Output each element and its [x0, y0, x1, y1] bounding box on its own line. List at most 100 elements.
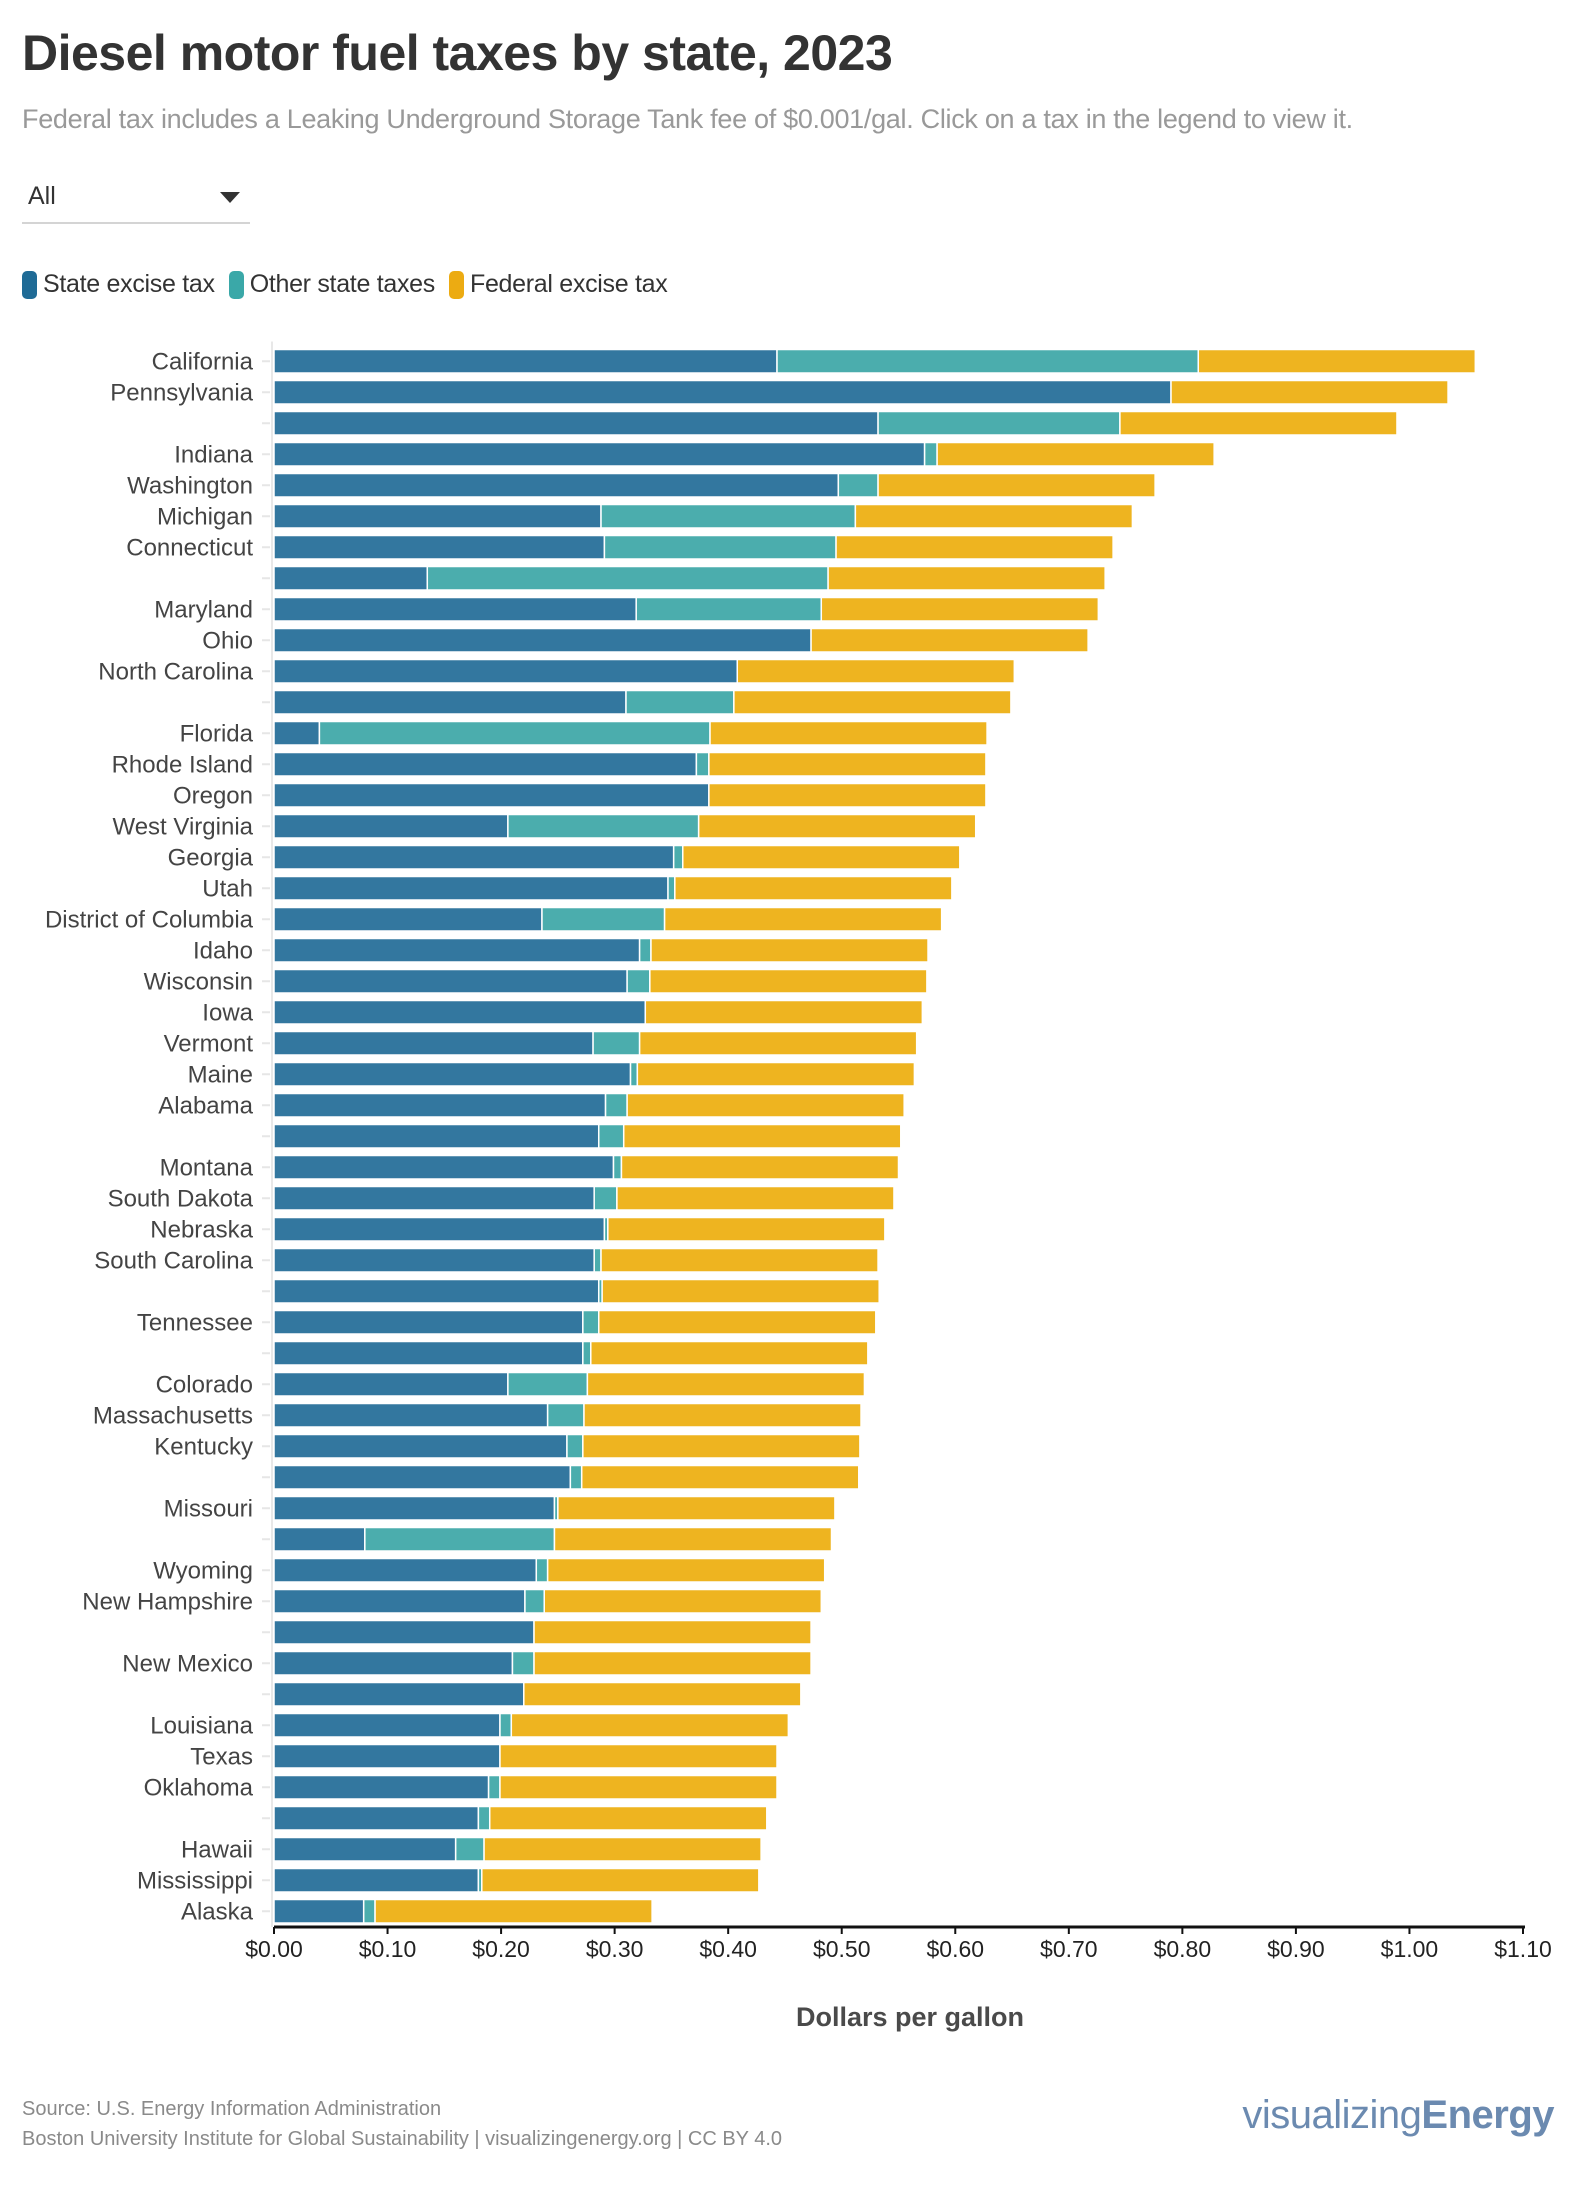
bar-segment-state-excise-tax	[273, 410, 879, 436]
bar-segment-federal-excise-tax	[586, 1371, 866, 1397]
x-tick-label: $0.30	[586, 1936, 644, 1962]
bar-segment-other-state-taxes	[837, 472, 879, 498]
stacked-bar-chart: California Pennsylvania Indiana Washington M…	[45, 341, 1552, 1962]
bar-segment-state-excise-tax	[273, 1371, 509, 1397]
bar-segment-federal-excise-tax	[546, 1557, 826, 1583]
bar-segment-other-state-taxes	[535, 1557, 549, 1583]
y-tick-label: Rhode Island	[112, 751, 253, 778]
y-tick-label: New Mexico	[122, 1650, 253, 1677]
bar-segment-federal-excise-tax	[601, 1278, 880, 1304]
bar-segment-other-state-taxes	[318, 720, 711, 746]
y-tick-label: Montana	[160, 1154, 254, 1181]
bar-segment-federal-excise-tax	[682, 844, 961, 870]
y-tick-label: Oregon	[173, 782, 253, 809]
y-tick-label: Connecticut	[126, 534, 253, 561]
x-tick-label: $0.10	[359, 1936, 417, 1962]
y-tick-label: Mississippi	[137, 1867, 253, 1894]
bar-segment-state-excise-tax	[273, 1867, 480, 1893]
y-tick-label: New Hampshire	[82, 1588, 253, 1615]
bar-segment-federal-excise-tax	[590, 1340, 869, 1366]
bar-segment-state-excise-tax	[273, 565, 429, 591]
bar-segment-other-state-taxes	[776, 348, 1200, 374]
y-tick-label: Idaho	[193, 937, 253, 964]
y-tick-label: Wisconsin	[144, 968, 253, 995]
bar-segment-federal-excise-tax	[854, 503, 1134, 529]
bar-segment-other-state-taxes	[499, 1712, 513, 1738]
bar-segment-state-excise-tax	[273, 1340, 584, 1366]
bar-segment-other-state-taxes	[507, 813, 700, 839]
x-tick-label: $0.70	[1040, 1936, 1098, 1962]
x-tick-label: $1.00	[1381, 1936, 1439, 1962]
y-tick-label: Washington	[127, 472, 253, 499]
bar-segment-other-state-taxes	[603, 534, 837, 560]
bar-segment-other-state-taxes	[600, 503, 857, 529]
bar-segment-other-state-taxes	[593, 1247, 602, 1273]
credit-note: Boston University Institute for Global S…	[22, 2128, 783, 2150]
legend-item-state-excise[interactable]: State excise tax	[22, 270, 215, 299]
bar-segment-state-excise-tax	[273, 875, 669, 901]
bar-segment-federal-excise-tax	[708, 751, 987, 777]
y-tick-label: California	[152, 348, 254, 375]
logo-light-text: visualizing	[1242, 2093, 1422, 2137]
y-tick-label: Nebraska	[150, 1216, 253, 1243]
y-tick-label: Michigan	[157, 503, 253, 530]
bar-segment-state-excise-tax	[273, 472, 840, 498]
bar-segment-state-excise-tax	[273, 1681, 525, 1707]
y-tick-label: Kentucky	[154, 1433, 253, 1460]
y-tick-label: Indiana	[174, 441, 253, 468]
bar-segment-state-excise-tax	[273, 906, 543, 932]
legend-item-federal-excise[interactable]: Federal excise tax	[448, 270, 668, 299]
y-tick-label: Oklahoma	[144, 1774, 254, 1801]
bar-segment-federal-excise-tax	[488, 1805, 768, 1831]
x-tick-label: $0.60	[926, 1936, 984, 1962]
y-tick-label: Louisiana	[150, 1712, 253, 1739]
legend-item-other-state[interactable]: Other state taxes	[228, 270, 435, 299]
x-tick-label: $0.80	[1154, 1936, 1212, 1962]
y-tick-label: Iowa	[202, 999, 253, 1026]
y-tick-label: Massachusetts	[93, 1402, 253, 1429]
bar-segment-federal-excise-tax	[644, 999, 924, 1025]
y-tick-label: Georgia	[168, 844, 254, 871]
bar-segment-federal-excise-tax	[936, 441, 1215, 467]
other-state-swatch-icon	[228, 270, 244, 299]
bar-segment-state-excise-tax	[273, 1557, 538, 1583]
bar-segment-state-excise-tax	[273, 534, 606, 560]
bar-segment-federal-excise-tax	[533, 1650, 812, 1676]
bar-segment-state-excise-tax	[273, 1433, 568, 1459]
visualizing-energy-logo: visualizingEnergy	[1242, 2093, 1554, 2138]
x-tick-label: $0.40	[699, 1936, 757, 1962]
bar-segment-federal-excise-tax	[697, 813, 977, 839]
bar-segment-federal-excise-tax	[736, 658, 1016, 684]
bar-segment-state-excise-tax	[273, 1805, 480, 1831]
bar-segment-state-excise-tax	[273, 1092, 607, 1118]
bar-segment-state-excise-tax	[273, 1619, 535, 1645]
bar-segment-state-excise-tax	[273, 1650, 514, 1676]
bar-segment-federal-excise-tax	[374, 1898, 653, 1924]
legend-label: State excise tax	[43, 270, 215, 298]
bar-segment-state-excise-tax	[273, 1743, 501, 1769]
bar-segment-state-excise-tax	[273, 999, 647, 1025]
y-tick-label: Hawaii	[181, 1836, 253, 1863]
bar-segment-state-excise-tax	[273, 1185, 595, 1211]
bar-segment-other-state-taxes	[477, 1805, 491, 1831]
bar-segment-other-state-taxes	[592, 1030, 641, 1056]
bar-segment-federal-excise-tax	[674, 875, 953, 901]
state-excise-swatch-icon	[22, 270, 37, 299]
federal-excise-swatch-icon	[448, 270, 464, 299]
bar-segment-federal-excise-tax	[499, 1743, 778, 1769]
bar-segment-federal-excise-tax	[510, 1712, 790, 1738]
y-tick-label: Maryland	[154, 596, 253, 623]
bar-segment-state-excise-tax	[273, 1526, 366, 1552]
bar-segment-other-state-taxes	[582, 1309, 600, 1335]
chart-subtitle: Federal tax includes a Leaking Undergrou…	[22, 104, 1353, 134]
bar-segment-state-excise-tax	[273, 1464, 572, 1490]
y-tick-label: Pennsylvania	[110, 379, 253, 406]
bar-segment-federal-excise-tax	[553, 1526, 833, 1552]
bar-segment-federal-excise-tax	[663, 906, 943, 932]
bar-segment-federal-excise-tax	[620, 1154, 900, 1180]
y-tick-label: District of Columbia	[45, 906, 254, 933]
bar-segment-state-excise-tax	[273, 720, 321, 746]
bar-segment-state-excise-tax	[273, 1495, 556, 1521]
tax-filter-dropdown[interactable]: All	[22, 176, 250, 224]
bar-segment-federal-excise-tax	[597, 1309, 877, 1335]
